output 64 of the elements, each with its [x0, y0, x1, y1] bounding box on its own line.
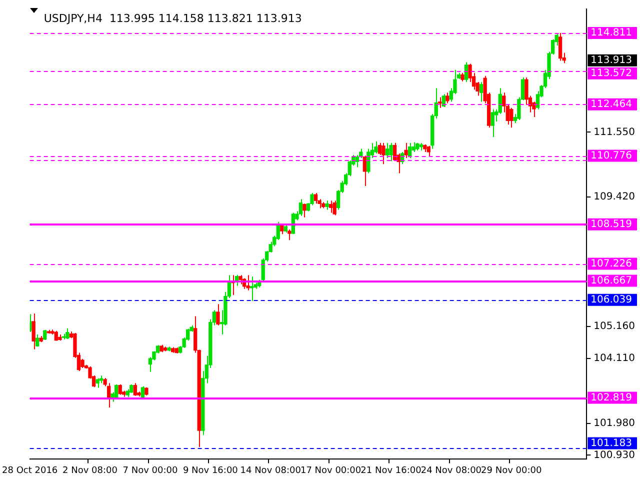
- candlestick: [250, 276, 254, 302]
- chart-title: USDJPY,H4 113.995 114.158 113.821 113.913: [44, 12, 302, 25]
- candlestick: [479, 82, 484, 102]
- candlestick: [80, 358, 84, 368]
- ref-line-label: 106.039: [590, 294, 632, 306]
- candlestick: [107, 382, 111, 408]
- ref-line-label: 114.811: [590, 28, 632, 39]
- candlestick: [464, 62, 468, 83]
- ref-line-label: 108.519: [590, 218, 632, 230]
- candlestick: [302, 203, 306, 218]
- candlestick: [325, 200, 329, 210]
- candlestick: [246, 274, 250, 291]
- ref-line-label: 113.572: [590, 68, 632, 79]
- candlestick: [328, 200, 333, 214]
- x-tick-label: 29 Nov 00:00: [481, 466, 542, 476]
- candlestick: [114, 384, 118, 399]
- candlestick: [332, 200, 336, 216]
- candlestick: [385, 142, 390, 159]
- y-tick-label: 100.930: [594, 450, 636, 461]
- ref-line-label: 107.226: [590, 258, 632, 270]
- candlestick: [412, 142, 416, 152]
- candlestick: [314, 192, 318, 204]
- y-tick-label: 111.550: [594, 126, 636, 138]
- candlestick: [216, 304, 220, 326]
- candlestick: [288, 229, 292, 241]
- candlestick: [442, 94, 446, 108]
- candlestick: [510, 107, 514, 128]
- ref-line-label: 102.819: [590, 392, 632, 404]
- candlestick: [66, 328, 70, 340]
- x-tick-label: 24 Nov 08:00: [420, 466, 482, 476]
- candlestick: [298, 198, 303, 216]
- candlestick: [558, 32, 562, 62]
- candlestick: [382, 142, 386, 165]
- candlestick: [374, 140, 378, 154]
- x-tick-label: 21 Nov 16:00: [360, 466, 422, 476]
- candlestick: [362, 155, 366, 187]
- candlestick: [355, 154, 359, 168]
- x-tick-label: 17 Nov 00:00: [300, 466, 362, 476]
- y-tick-label: 109.420: [594, 192, 636, 203]
- ref-line-label: 101.183: [590, 438, 632, 449]
- candlestick: [446, 92, 450, 104]
- y-tick-label: 105.160: [594, 321, 636, 332]
- x-tick-label: 14 Nov 08:00: [240, 466, 302, 476]
- y-tick-label: 101.980: [594, 418, 636, 429]
- ref-line-label: 106.667: [590, 275, 632, 286]
- candlestick: [96, 378, 100, 388]
- x-tick-label: 9 Nov 16:00: [182, 466, 238, 476]
- candlestick: [490, 108, 494, 138]
- candlestick: [118, 384, 122, 396]
- x-tick-label: 7 Nov 00:00: [122, 466, 178, 476]
- y-tick-label: 104.110: [594, 353, 636, 364]
- candlestick: [404, 142, 408, 159]
- candlestick: [389, 142, 393, 162]
- candlestick: [32, 312, 36, 350]
- candlestick: [468, 63, 472, 83]
- candlestick: [238, 274, 242, 285]
- candlestick: [426, 145, 430, 158]
- ref-line-label: 112.464: [590, 98, 632, 110]
- x-tick-label: 2 Nov 08:00: [62, 466, 118, 476]
- candlestick: [133, 382, 137, 396]
- text: 113.913: [590, 54, 632, 66]
- candlestick: [36, 334, 40, 348]
- ref-line-label: 110.776: [590, 150, 632, 162]
- x-tick-label: 28 Oct 2016: [2, 466, 58, 476]
